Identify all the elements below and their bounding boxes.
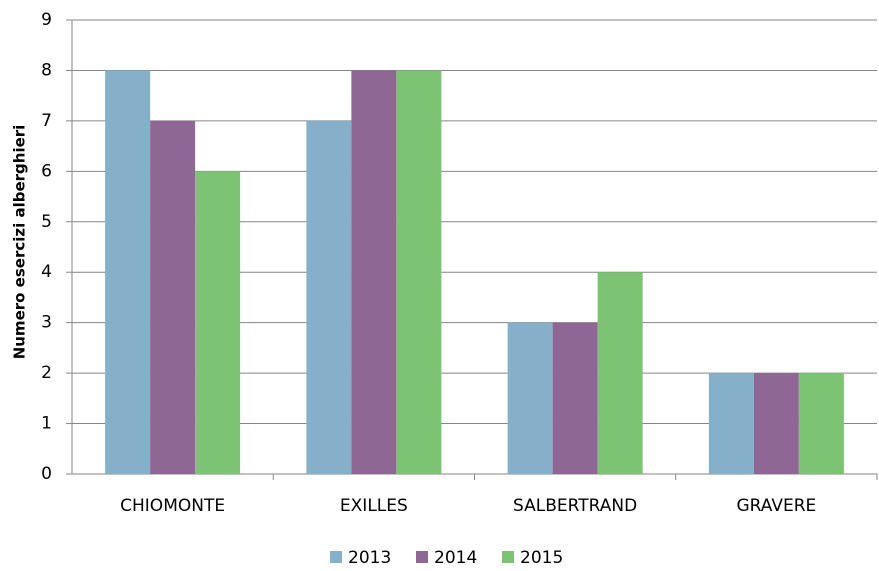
bar <box>798 373 844 474</box>
x-tick-label: GRAVERE <box>736 496 816 516</box>
bar <box>306 120 352 474</box>
y-tick-label: 7 <box>41 111 52 131</box>
legend-swatch <box>502 551 514 563</box>
bar <box>507 322 553 474</box>
y-tick-label: 4 <box>41 262 52 282</box>
legend-label: 2013 <box>348 548 391 567</box>
y-tick-label: 8 <box>41 60 52 80</box>
x-tick-label: CHIOMONTE <box>120 496 225 516</box>
y-tick-label: 2 <box>41 363 52 383</box>
legend-label: 2014 <box>434 548 477 567</box>
legend-swatch <box>330 551 342 563</box>
bar <box>396 70 442 474</box>
bar <box>351 70 397 474</box>
y-tick-label: 1 <box>41 414 52 434</box>
y-axis-label: Numero esercizi alberghieri <box>11 125 29 360</box>
legend-label: 2015 <box>520 548 563 567</box>
bar <box>552 322 598 474</box>
y-tick-label: 6 <box>41 161 52 181</box>
x-tick-label: EXILLES <box>340 496 408 516</box>
y-tick-label: 5 <box>41 212 52 232</box>
bar <box>195 171 241 475</box>
bar <box>753 373 799 474</box>
bar <box>150 120 196 474</box>
y-tick-label: 9 <box>41 10 52 30</box>
y-tick-label: 0 <box>41 464 52 484</box>
bar <box>597 272 643 474</box>
bar <box>105 70 151 474</box>
x-tick-label: SALBERTRAND <box>513 496 637 516</box>
bar <box>708 373 754 474</box>
legend-swatch <box>416 551 428 563</box>
y-tick-label: 3 <box>41 313 52 333</box>
